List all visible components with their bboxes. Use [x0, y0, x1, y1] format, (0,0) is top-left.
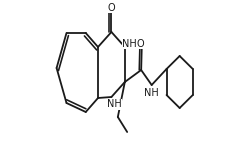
Text: NH: NH	[107, 99, 121, 109]
Text: NH: NH	[144, 88, 158, 98]
Text: O: O	[108, 3, 115, 13]
Text: NH: NH	[122, 39, 137, 49]
Text: O: O	[137, 39, 144, 49]
